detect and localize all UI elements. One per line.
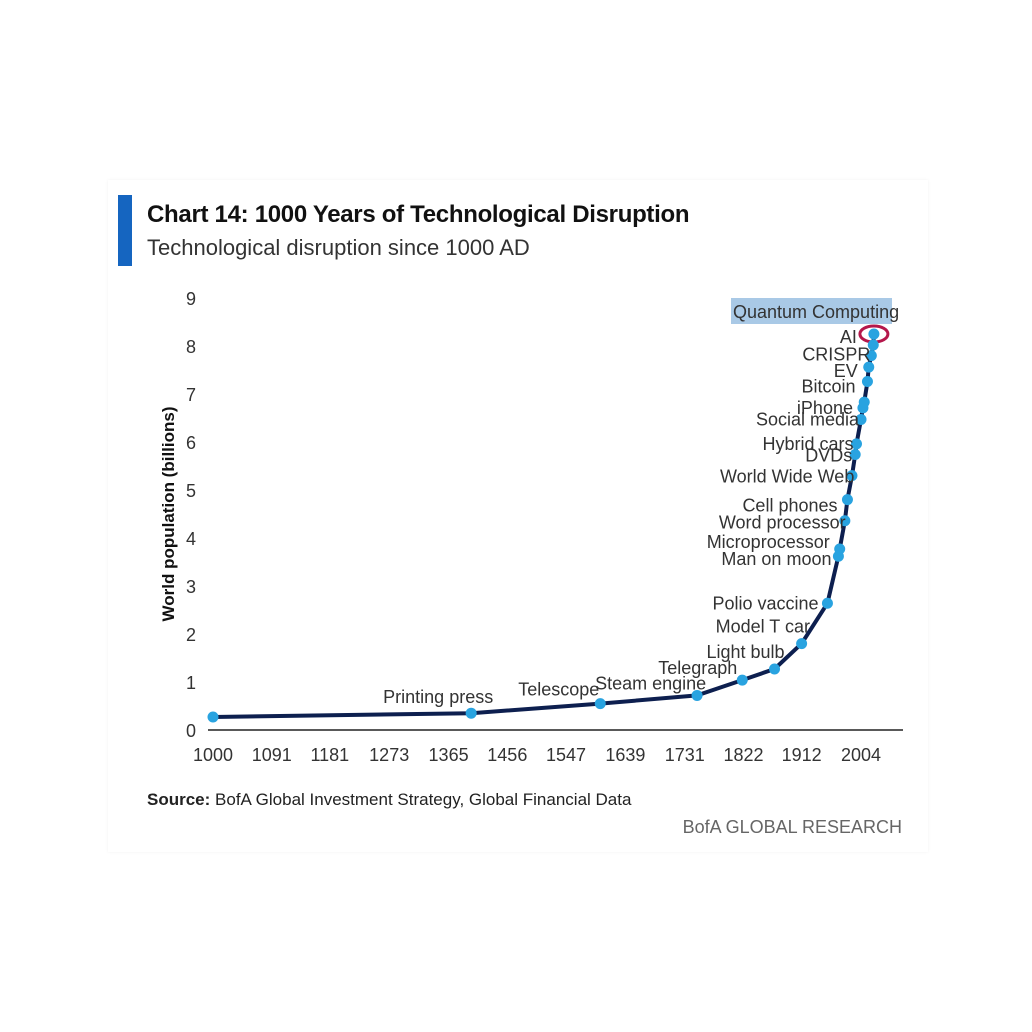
- data-label: iPhone: [797, 398, 853, 418]
- data-point: [861, 376, 873, 388]
- y-tick-label: 7: [186, 385, 196, 405]
- data-label: Model T car: [716, 617, 810, 637]
- y-tick-label: 6: [186, 433, 196, 453]
- annotation-quantum-computing: Quantum Computing: [733, 302, 899, 322]
- data-point: [841, 494, 853, 506]
- chart-card: [108, 180, 928, 852]
- data-point: [846, 470, 858, 482]
- data-label: CRISPR: [802, 345, 870, 365]
- data-label: Steam engine: [595, 673, 706, 693]
- x-tick-label: 1822: [724, 745, 764, 765]
- data-point: [736, 674, 748, 686]
- source-text: BofA Global Investment Strategy, Global …: [215, 790, 632, 809]
- data-point: [868, 328, 880, 340]
- x-tick-label: 1547: [546, 745, 586, 765]
- data-label: Hybrid cars: [762, 434, 853, 454]
- annotation-highlight: [731, 298, 892, 324]
- chart-title: Chart 14: 1000 Years of Technological Di…: [147, 201, 690, 228]
- data-point: [855, 413, 867, 425]
- data-point: [867, 339, 879, 351]
- data-point: [821, 597, 833, 609]
- data-point: [858, 396, 870, 408]
- data-label: Telegraph: [658, 658, 737, 678]
- data-point: [839, 515, 851, 527]
- data-label: Social media: [756, 409, 860, 429]
- title-accent-bar: [118, 195, 132, 266]
- data-label: DVDs: [805, 445, 852, 465]
- data-label: Word processor: [719, 513, 846, 533]
- brand-label: BofA GLOBAL RESEARCH: [682, 817, 902, 837]
- data-label: Telescope: [518, 680, 599, 700]
- y-tick-label: 0: [186, 721, 196, 741]
- y-tick-label: 9: [186, 289, 196, 309]
- x-tick-label: 1091: [252, 745, 292, 765]
- data-point: [796, 638, 808, 650]
- x-tick-label: 1639: [605, 745, 645, 765]
- x-tick-label: 1456: [487, 745, 527, 765]
- data-point: [834, 543, 846, 555]
- data-point: [207, 711, 219, 723]
- y-tick-label: 8: [186, 337, 196, 357]
- x-tick-label: 1000: [193, 745, 233, 765]
- x-tick-label: 2004: [841, 745, 881, 765]
- data-point: [863, 361, 875, 373]
- x-tick-label: 1365: [429, 745, 469, 765]
- y-tick-label: 1: [186, 673, 196, 693]
- data-label: AI: [840, 327, 857, 347]
- data-point: [465, 707, 477, 719]
- data-point: [850, 438, 862, 450]
- y-axis-label: World population (billions): [159, 407, 178, 622]
- data-label: Light bulb: [707, 642, 785, 662]
- data-label: World Wide Web: [720, 467, 854, 487]
- data-label: Cell phones: [742, 496, 837, 516]
- data-point: [865, 350, 877, 362]
- x-tick-label: 1731: [665, 745, 705, 765]
- data-label: Microprocessor: [707, 532, 830, 552]
- data-label: Polio vaccine: [712, 593, 818, 613]
- data-point: [691, 689, 703, 701]
- data-point: [849, 448, 861, 460]
- y-tick-label: 4: [186, 529, 196, 549]
- x-tick-label: 1912: [782, 745, 822, 765]
- data-label: Bitcoin: [801, 377, 855, 397]
- data-point: [769, 663, 781, 675]
- data-point: [594, 698, 606, 710]
- y-tick-label: 3: [186, 577, 196, 597]
- x-tick-label: 1181: [310, 745, 349, 765]
- chart-subtitle: Technological disruption since 1000 AD: [147, 235, 530, 260]
- y-tick-label: 2: [186, 625, 196, 645]
- x-tick-label: 1273: [369, 745, 409, 765]
- source-note: Source: BofA Global Investment Strategy,…: [147, 790, 631, 810]
- data-label: Man on moon: [721, 549, 831, 569]
- data-label: Printing press: [383, 687, 493, 707]
- y-tick-label: 5: [186, 481, 196, 501]
- source-label: Source:: [147, 790, 211, 809]
- data-label: EV: [834, 361, 858, 381]
